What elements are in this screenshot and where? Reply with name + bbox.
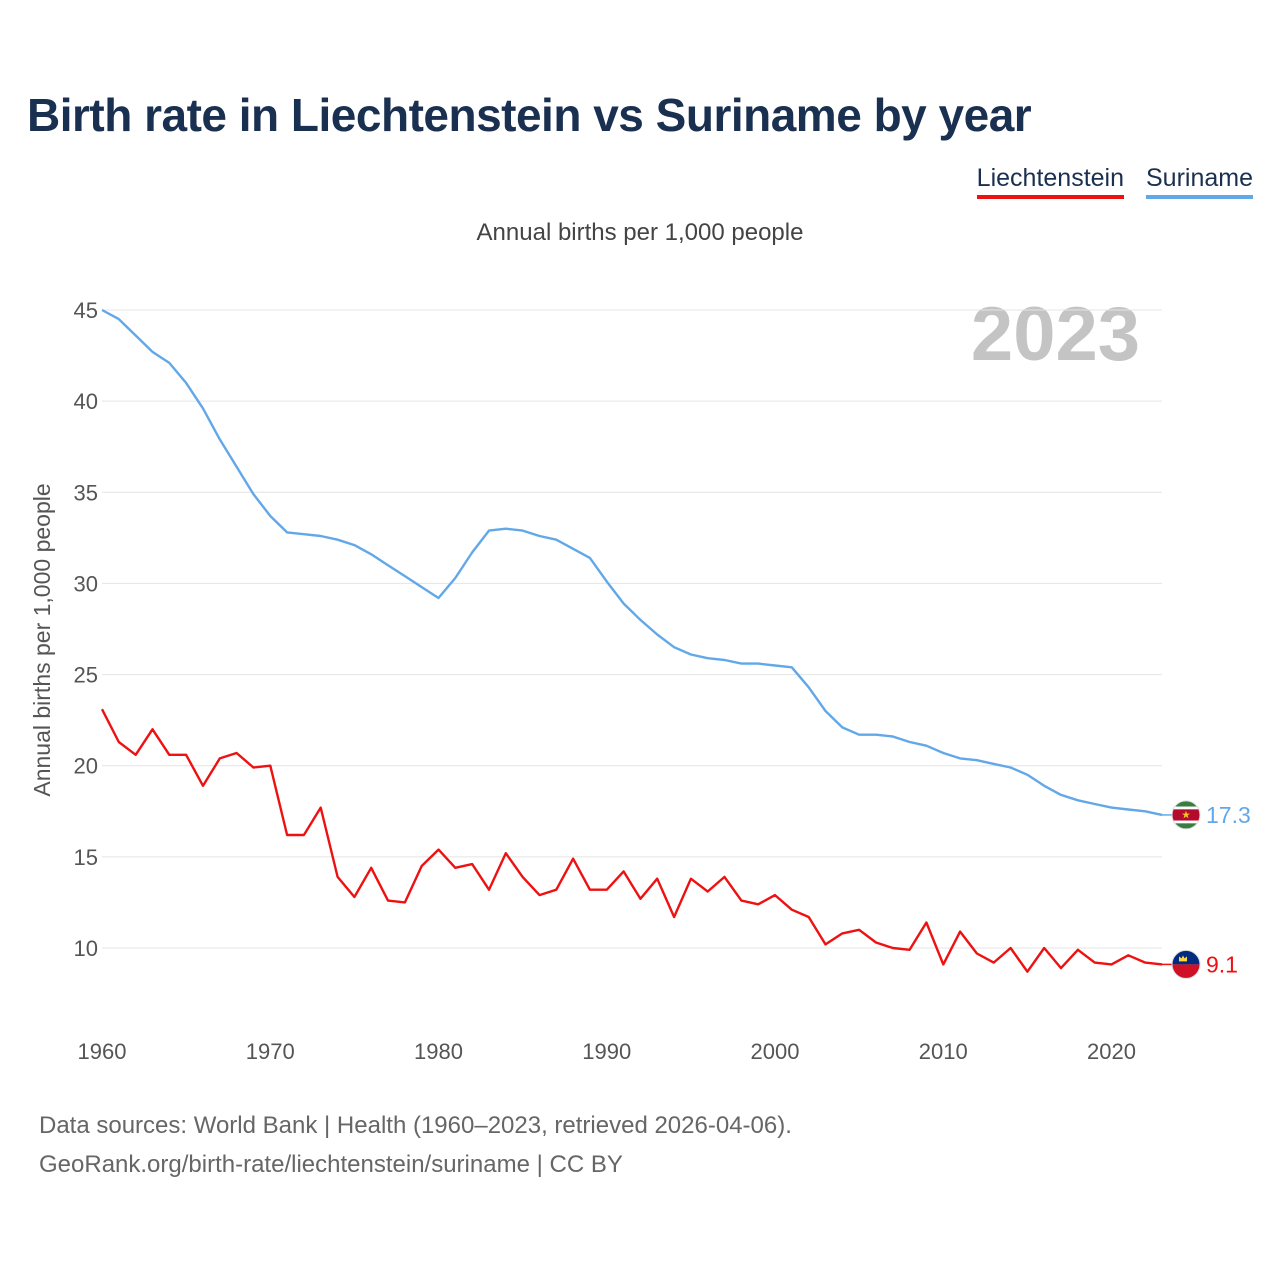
x-tick-label: 1960 — [78, 1039, 127, 1064]
y-tick-label: 20 — [74, 754, 98, 779]
x-tick-label: 1970 — [246, 1039, 295, 1064]
x-tick-label: 1980 — [414, 1039, 463, 1064]
legend-item-liechtenstein[interactable]: Liechtenstein — [976, 164, 1124, 199]
x-tick-label: 2010 — [919, 1039, 968, 1064]
y-tick-label: 45 — [74, 298, 98, 323]
footer: Data sources: World Bank | Health (1960–… — [39, 1106, 792, 1184]
x-tick-label: 2000 — [751, 1039, 800, 1064]
end-value-label-liechtenstein: 9.1 — [1206, 951, 1238, 977]
chart-title: Birth rate in Liechtenstein vs Suriname … — [27, 89, 1032, 141]
x-tick-label: 1990 — [582, 1039, 631, 1064]
suriname-flag-icon — [1171, 800, 1201, 830]
liechtenstein-flag-icon — [1171, 949, 1201, 979]
y-tick-label: 15 — [74, 845, 98, 870]
legend: Liechtenstein Suriname — [976, 164, 1253, 199]
line-chart: Annual births per 1,000 people 2023 Annu… — [29, 219, 1251, 1064]
y-tick-label: 35 — [74, 480, 98, 505]
y-axis-label: Annual births per 1,000 people — [29, 483, 55, 796]
series-line-suriname — [101, 308, 1163, 817]
y-tick-label: 40 — [74, 389, 98, 414]
year-watermark: 2023 — [971, 292, 1140, 377]
legend-item-suriname[interactable]: Suriname — [1146, 164, 1253, 199]
series-line-liechtenstein — [100, 708, 1163, 973]
source-url-text[interactable]: GeoRank.org/birth-rate/liechtenstein/sur… — [39, 1151, 623, 1178]
end-value-label-suriname: 17.3 — [1206, 802, 1251, 828]
data-source-text: Data sources: World Bank | Health (1960–… — [39, 1112, 792, 1139]
y-axis-ticks: 10 15 20 25 30 35 40 45 — [74, 298, 98, 961]
y-tick-label: 30 — [74, 571, 98, 596]
x-tick-label: 2020 — [1087, 1039, 1136, 1064]
grid-lines — [102, 309, 1162, 949]
y-tick-label: 10 — [74, 936, 98, 961]
chart-subtitle: Annual births per 1,000 people — [477, 219, 804, 246]
x-axis-ticks: 1960 1970 1980 1990 2000 2010 2020 — [78, 1039, 1136, 1064]
y-tick-label: 25 — [74, 663, 98, 688]
